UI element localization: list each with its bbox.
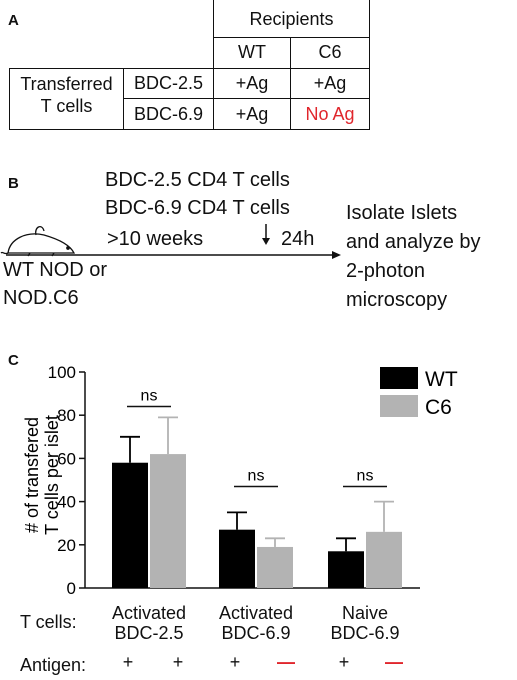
hours-label: 24h bbox=[281, 228, 315, 250]
group2-label-line2: BDC-6.9 bbox=[221, 623, 291, 643]
antigen-plus-mark: + bbox=[229, 652, 241, 672]
bar bbox=[328, 551, 364, 588]
outcome-line3: 2-photon bbox=[346, 260, 425, 282]
bar bbox=[112, 462, 148, 588]
y-tick-label: 60 bbox=[57, 449, 76, 468]
outcome-line4: microscopy bbox=[346, 289, 448, 311]
antigen-minus-mark: — bbox=[277, 652, 295, 672]
significance-label: ns bbox=[357, 467, 374, 484]
protocol-line1: BDC-2.5 CD4 T cells bbox=[105, 169, 290, 191]
row2-c6-cell: No Ag bbox=[305, 104, 355, 124]
bar-chart: # of transfered T cells per islet 0 20 40 6… bbox=[22, 363, 458, 598]
group3-label-line2: BDC-6.9 bbox=[330, 623, 400, 643]
y-axis-title-line1: # of transfered bbox=[22, 417, 42, 533]
panel-b-letter: B bbox=[8, 175, 19, 192]
group2-label-line1: Activated bbox=[218, 603, 294, 623]
tcells-row-label: T cells: bbox=[20, 612, 77, 632]
y-axis-title-line2: T cells per islet bbox=[42, 415, 62, 535]
group3-label-line1: Naive bbox=[341, 603, 389, 623]
legend-swatch bbox=[380, 367, 418, 389]
row1-c6-cell: +Ag bbox=[313, 73, 347, 93]
legend-label: WT bbox=[425, 368, 458, 391]
antigen-plus-mark: + bbox=[338, 652, 350, 672]
outcome-line2: and analyze by bbox=[346, 231, 481, 253]
antigen-row-label: Antigen: bbox=[20, 655, 87, 675]
row2-label: BDC-6.9 bbox=[133, 104, 204, 124]
outcome-line1: Isolate Islets bbox=[346, 202, 458, 224]
antigen-minus-mark: — bbox=[385, 652, 403, 672]
bar bbox=[150, 454, 186, 588]
mouse-label-line1: WT NOD or bbox=[3, 259, 108, 281]
row2-wt-cell: +Ag bbox=[235, 104, 269, 124]
bar-group bbox=[112, 416, 402, 588]
row-header-line1: Transferred bbox=[20, 74, 113, 94]
column-c6: C6 bbox=[318, 42, 342, 62]
significance-group: ns ns ns bbox=[127, 388, 387, 488]
panel-c-letter: C bbox=[8, 352, 19, 369]
timeline-diagram bbox=[0, 224, 341, 259]
protocol-line2: BDC-6.9 CD4 T cells bbox=[105, 197, 290, 219]
y-tick-label: 20 bbox=[57, 536, 76, 555]
recipients-header: Recipients bbox=[249, 9, 334, 29]
panel-a-letter: A bbox=[8, 12, 19, 29]
row1-label: BDC-2.5 bbox=[133, 73, 204, 93]
legend: WT C6 bbox=[380, 367, 458, 419]
row1-wt-cell: +Ag bbox=[235, 73, 269, 93]
antigen-plus-mark: + bbox=[122, 652, 134, 672]
mouse-label-line2: NOD.C6 bbox=[3, 287, 79, 309]
y-tick-label: 0 bbox=[67, 579, 76, 598]
significance-label: ns bbox=[248, 467, 265, 484]
y-tick-label: 100 bbox=[48, 363, 76, 382]
timeline-arrowhead bbox=[332, 251, 341, 259]
weeks-label: >10 weeks bbox=[107, 228, 204, 250]
legend-label: C6 bbox=[425, 396, 452, 419]
injection-arrowhead bbox=[262, 238, 270, 245]
mouse-icon bbox=[0, 226, 76, 257]
bar bbox=[366, 531, 402, 588]
bar bbox=[257, 546, 293, 588]
significance-label: ns bbox=[141, 388, 158, 405]
legend-swatch bbox=[380, 395, 418, 417]
group1-label-line2: BDC-2.5 bbox=[114, 623, 184, 643]
column-wt: WT bbox=[238, 42, 266, 62]
bar bbox=[219, 529, 255, 588]
y-tick-label: 40 bbox=[57, 493, 76, 512]
group1-label-line1: Activated bbox=[111, 603, 187, 623]
antigen-plus-mark: + bbox=[172, 652, 184, 672]
y-tick-label: 80 bbox=[57, 406, 76, 425]
row-header-line2: T cells bbox=[40, 96, 93, 116]
